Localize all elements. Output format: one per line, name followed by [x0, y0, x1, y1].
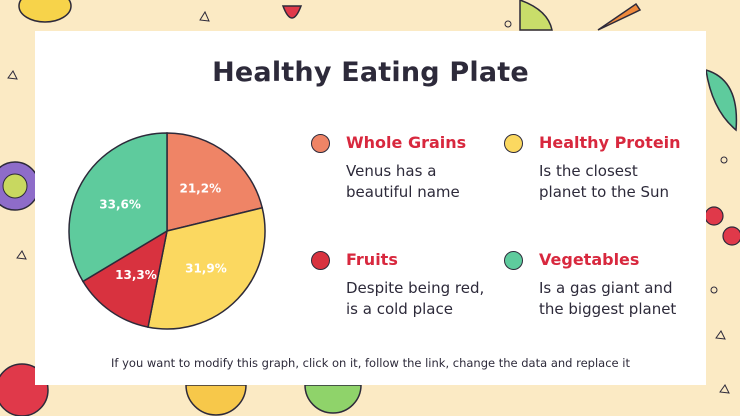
pie-slice-healthy-protein[interactable] — [147, 206, 266, 330]
pie-data-label: 31,9% — [185, 261, 227, 275]
legend-description: Is the closest planet to the Sun — [539, 161, 699, 203]
content-card: Healthy Eating Plate 21,2% 31,9% 13,3% 33,6… — [35, 31, 706, 385]
lime-icon — [304, 384, 362, 414]
legend-title: Vegetables — [539, 250, 640, 269]
legend-description-line: Is the closest — [539, 162, 638, 180]
carrot-icon — [597, 2, 642, 31]
legend-description: Is a gas giant and the biggest planet — [539, 278, 699, 320]
pie-chart[interactable]: 21,2% 31,9% 13,3% 33,6% — [67, 131, 267, 331]
pie-slice-vegetables[interactable] — [68, 132, 168, 283]
page-title: Healthy Eating Plate — [212, 57, 529, 88]
legend-description-line: beautiful name — [346, 183, 460, 201]
legend-description-line: Venus has a — [346, 162, 437, 180]
triangle-doodle-icon — [7, 10, 730, 394]
legend-description: Venus has a beautiful name — [346, 161, 506, 203]
pie-data-label: 21,2% — [179, 182, 221, 196]
pie-slice-fruits[interactable] — [81, 229, 169, 329]
legend-description-line: Is a gas giant and — [539, 279, 673, 297]
kiwi-icon — [0, 161, 40, 211]
legend-swatch — [311, 251, 330, 270]
leaf-icon — [705, 68, 738, 132]
footnote: If you want to modify this graph, click … — [111, 356, 630, 370]
legend-title: Whole Grains — [346, 133, 467, 152]
legend-swatch — [311, 134, 330, 153]
lemon-icon — [18, 0, 72, 23]
legend-description-line: planet to the Sun — [539, 183, 670, 201]
legend-description-line: the biggest planet — [539, 300, 677, 318]
pie-data-label: 13,3% — [115, 268, 157, 282]
legend-description-line: is a cold place — [346, 300, 453, 318]
strawberry-icon — [281, 5, 303, 19]
legend-title: Fruits — [346, 250, 398, 269]
orange-slice-icon — [185, 384, 247, 416]
cherry-icon — [704, 206, 740, 246]
legend-description-line: Despite being red, — [346, 279, 485, 297]
legend-swatch — [504, 134, 523, 153]
legend-description: Despite being red, is a cold place — [346, 278, 506, 320]
pear-icon — [519, 0, 553, 31]
legend-swatch — [504, 251, 523, 270]
pie-data-label: 33,6% — [99, 197, 141, 211]
legend-title: Healthy Protein — [539, 133, 681, 152]
pie-slice-whole-grains[interactable] — [166, 132, 264, 232]
